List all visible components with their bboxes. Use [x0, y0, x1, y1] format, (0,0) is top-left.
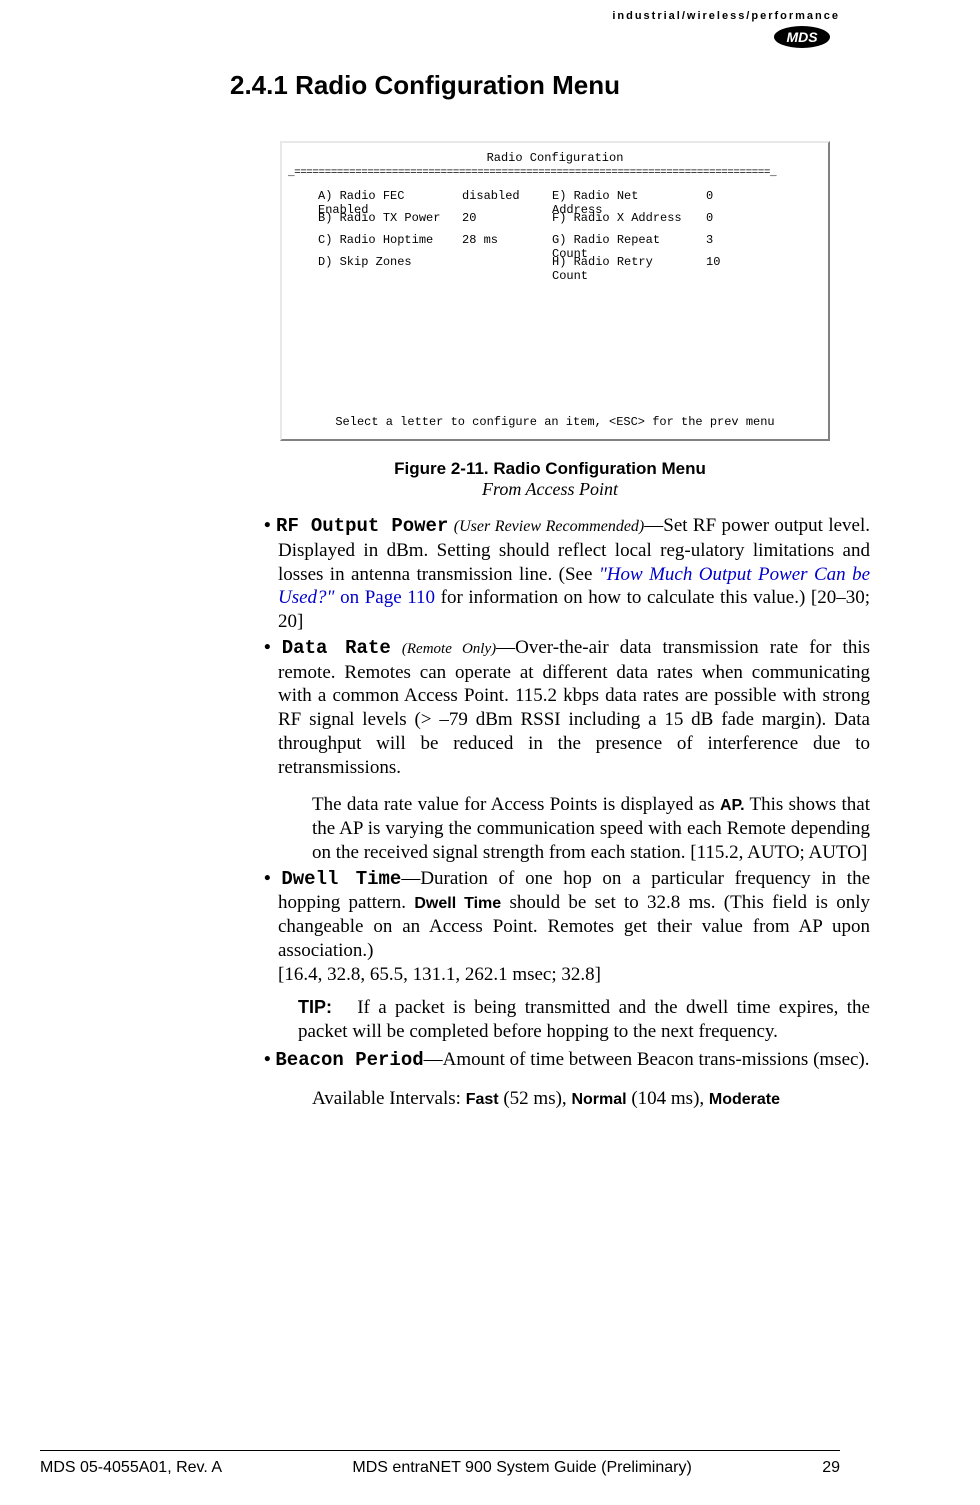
footer-page-number: 29 — [822, 1459, 840, 1477]
beacon-p2: Available Intervals: Fast (52 ms), Norma… — [298, 1087, 870, 1111]
bullet-list: • RF Output Power (User Review Recommend… — [264, 514, 870, 1110]
page-footer: MDS 05-4055A01, Rev. A MDS entraNET 900 … — [40, 1450, 840, 1477]
bullet-rf-output: • RF Output Power (User Review Recommend… — [264, 514, 870, 634]
terminal-left-col: A) Radio FEC Enabled B) Radio TX Power C… — [318, 189, 512, 277]
footer-doc-id: MDS 05-4055A01, Rev. A — [40, 1459, 222, 1477]
section-title: 2.4.1 Radio Configuration Menu — [230, 70, 870, 101]
bullet-data-rate: • Data Rate (Remote Only)—Over-the-air d… — [264, 636, 870, 780]
mds-logo: MDS — [772, 25, 832, 50]
header-tagline: industrial/wireless/performance — [612, 10, 840, 22]
terminal-rule: _=======================================… — [288, 167, 822, 179]
bullet-beacon: • Beacon Period—Amount of time between B… — [264, 1048, 870, 1073]
page-content: 2.4.1 Radio Configuration Menu Radio Con… — [230, 70, 870, 1112]
figure-subcaption: From Access Point — [230, 479, 870, 500]
figure-caption: Figure 2-11. Radio Configuration Menu — [230, 459, 870, 479]
bullet-dwell-time: • Dwell Time—Duration of one hop on a pa… — [264, 867, 870, 987]
data-rate-p2: The data rate value for Access Points is… — [298, 793, 870, 864]
footer-doc-title: MDS entraNET 900 System Guide (Prelimina… — [352, 1459, 691, 1477]
tip-block: TIP: If a packet is being transmitted an… — [298, 996, 870, 1044]
terminal-right-col: E) Radio Net Address F) Radio X Address … — [552, 189, 756, 277]
terminal-screenshot: Radio Configuration _===================… — [280, 141, 830, 441]
logo-text: MDS — [786, 29, 818, 45]
terminal-title: Radio Configuration — [288, 151, 822, 165]
terminal-footer: Select a letter to configure an item, <E… — [282, 415, 828, 429]
